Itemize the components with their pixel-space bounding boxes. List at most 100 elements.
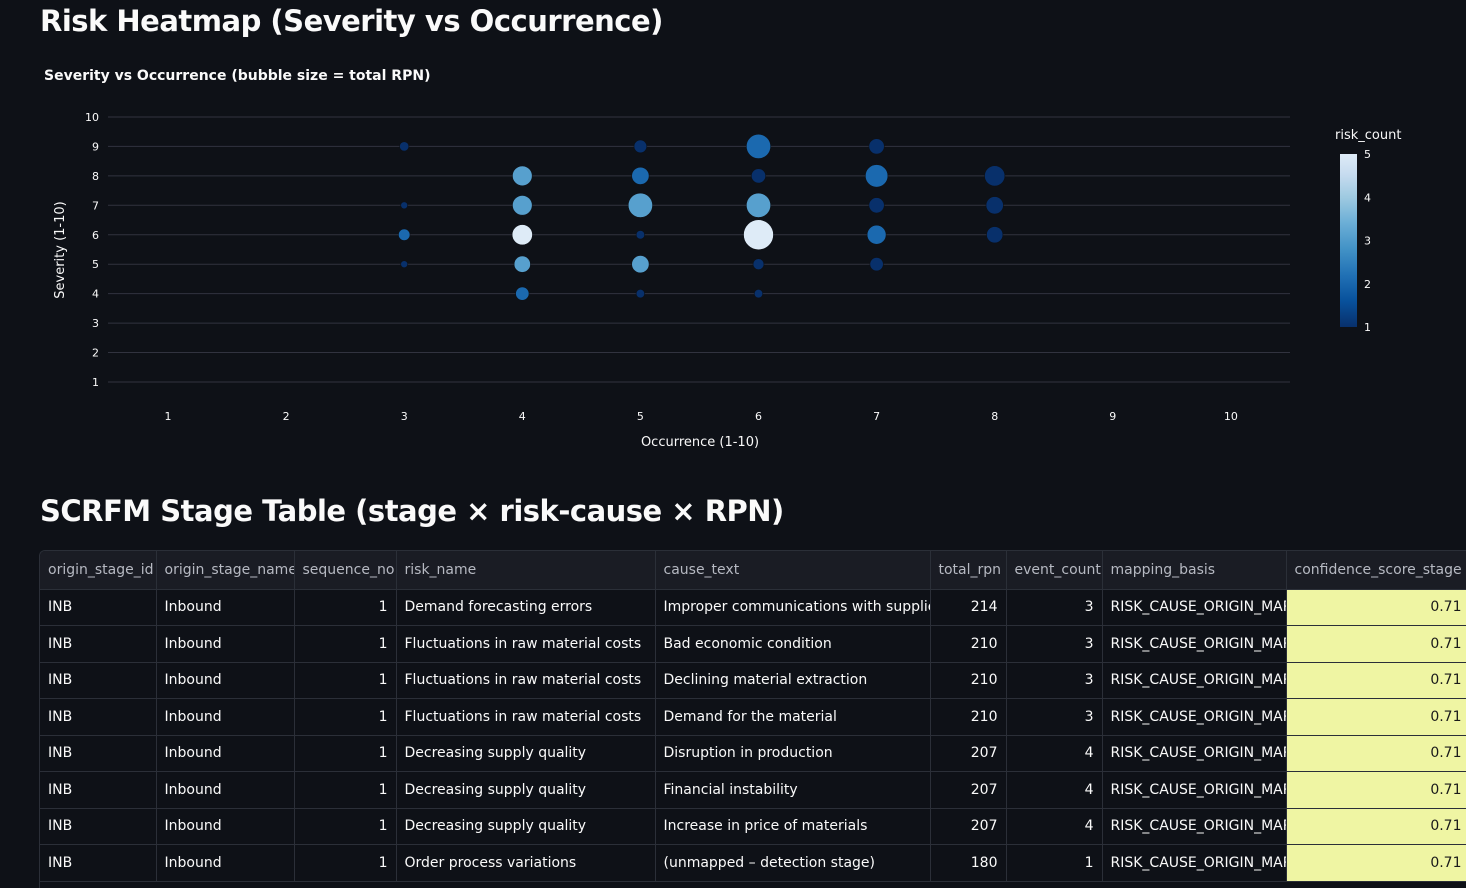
table-cell-mapping-basis[interactable]: RISK_CAUSE_ORIGIN_MAP [1101, 588, 1287, 626]
table-cell-total-rpn[interactable]: 210 [929, 698, 1007, 736]
table-cell-cause-text[interactable]: Financial instability [654, 771, 931, 809]
table-cell-origin-stage-name[interactable]: Inbound [155, 844, 295, 882]
table-row[interactable]: INB Inbound 1 Fluctuations in raw material … [40, 625, 1466, 663]
bubble-point[interactable] [512, 195, 533, 216]
table-cell-total-rpn[interactable]: 180 [929, 844, 1007, 882]
bubble-point[interactable] [400, 201, 409, 210]
table-cell-cause-text[interactable]: Increase in price of materials [654, 807, 931, 845]
table-cell-origin-stage-name[interactable]: Inbound [155, 588, 295, 626]
table-cell-confidence-score-stage[interactable]: 0.71 [1285, 771, 1466, 809]
table-cell-risk-name[interactable]: Decreasing supply quality [395, 807, 656, 845]
table-cell-origin-stage-name[interactable]: Inbound [155, 807, 295, 845]
table-cell-cause-text[interactable]: Disruption in production [654, 734, 931, 772]
table-cell-sequence-no[interactable]: 1 [293, 698, 397, 736]
table-cell-risk-name[interactable]: Decreasing supply quality [395, 734, 656, 772]
bubble-point[interactable] [627, 192, 653, 218]
table-cell-total-rpn[interactable]: 210 [929, 625, 1007, 663]
table-cell-event-count[interactable]: 3 [1005, 698, 1103, 736]
bubble-point[interactable] [515, 286, 530, 301]
bubble-point[interactable] [631, 166, 650, 185]
bubble-point[interactable] [750, 168, 766, 184]
table-cell-mapping-basis[interactable]: RISK_CAUSE_ORIGIN_MAP [1101, 625, 1287, 663]
bubble-point[interactable] [512, 165, 533, 187]
table-cell-risk-name[interactable]: Demand forecasting errors [395, 588, 656, 626]
bubble-point[interactable] [985, 196, 1004, 215]
table-cell-total-rpn[interactable]: 210 [929, 661, 1007, 699]
column-header-mapping-basis[interactable]: mapping_basis [1101, 551, 1287, 590]
bubble-point[interactable] [868, 197, 885, 214]
table-cell-event-count[interactable]: 3 [1005, 588, 1103, 626]
table-cell-confidence-score-stage[interactable]: 0.71 [1285, 698, 1466, 736]
bubble-point[interactable] [745, 192, 771, 218]
bubble-point[interactable] [631, 255, 650, 274]
table-cell-risk-name[interactable]: Fluctuations in raw material costs [395, 625, 656, 663]
table-cell-risk-name[interactable]: Fluctuations in raw material costs [395, 698, 656, 736]
table-cell-total-rpn[interactable]: 207 [929, 771, 1007, 809]
table-row[interactable]: INB Inbound 1 Order process variations (unma… [40, 844, 1466, 882]
table-cell-sequence-no[interactable]: 1 [293, 588, 397, 626]
table-cell-sequence-no[interactable]: 1 [293, 844, 397, 882]
table-cell-event-count[interactable]: 4 [1005, 807, 1103, 845]
bubble-point[interactable] [400, 260, 409, 268]
bubble-point[interactable] [753, 289, 764, 299]
stage-table-container[interactable]: origin_stage_id origin_stage_name sequence… [39, 550, 1466, 888]
table-cell-event-count[interactable]: 3 [1005, 661, 1103, 699]
table-row[interactable]: INB Inbound 1 Demand forecasting errors Impr… [40, 588, 1466, 626]
table-cell-event-count[interactable]: 4 [1005, 771, 1103, 809]
table-cell-sequence-no[interactable]: 1 [293, 807, 397, 845]
table-cell-risk-name[interactable]: Order process variations [395, 844, 656, 882]
bubble-point[interactable] [635, 289, 646, 299]
column-header-confidence-score-stage[interactable]: confidence_score_stage [1285, 551, 1466, 590]
table-cell-origin-stage-id[interactable]: INB [40, 588, 157, 626]
table-cell-confidence-score-stage[interactable]: 0.71 [1285, 625, 1466, 663]
table-cell-total-rpn[interactable]: 207 [929, 734, 1007, 772]
table-cell-confidence-score-stage[interactable]: 0.71 [1285, 734, 1466, 772]
table-cell-mapping-basis[interactable]: RISK_CAUSE_ORIGIN_MAP [1101, 807, 1287, 845]
table-cell-confidence-score-stage[interactable]: 0.71 [1285, 807, 1466, 845]
table-cell-mapping-basis[interactable]: RISK_CAUSE_ORIGIN_MAP [1101, 844, 1287, 882]
table-cell-origin-stage-name[interactable]: Inbound [155, 661, 295, 699]
table-cell-origin-stage-name[interactable]: Inbound [155, 625, 295, 663]
bubble-point[interactable] [868, 138, 885, 155]
table-cell-risk-name[interactable]: Fluctuations in raw material costs [395, 661, 656, 699]
table-row[interactable]: INB Inbound 1 Fluctuations in raw material … [40, 661, 1466, 699]
table-cell-confidence-score-stage[interactable]: 0.71 [1285, 661, 1466, 699]
table-cell-cause-text[interactable]: Declining material extraction [654, 661, 931, 699]
column-header-origin-stage-id[interactable]: origin_stage_id [40, 551, 157, 590]
table-cell-event-count[interactable]: 4 [1005, 734, 1103, 772]
table-cell-total-rpn[interactable]: 214 [929, 588, 1007, 626]
bubble-point[interactable] [986, 226, 1004, 244]
table-cell-cause-text[interactable]: Improper communications with suppliers [654, 588, 931, 626]
table-cell-mapping-basis[interactable]: RISK_CAUSE_ORIGIN_MAP [1101, 661, 1287, 699]
column-header-total-rpn[interactable]: total_rpn [929, 551, 1007, 590]
table-cell-event-count[interactable]: 3 [1005, 625, 1103, 663]
column-header-cause-text[interactable]: cause_text [654, 551, 931, 590]
column-header-origin-stage-name[interactable]: origin_stage_name [155, 551, 295, 590]
table-cell-origin-stage-name[interactable]: Inbound [155, 771, 295, 809]
table-cell-origin-stage-id[interactable]: INB [40, 698, 157, 736]
table-cell-mapping-basis[interactable]: RISK_CAUSE_ORIGIN_MAP [1101, 698, 1287, 736]
bubble-point[interactable] [399, 141, 410, 152]
table-cell-event-count[interactable]: 1 [1005, 844, 1103, 882]
table-cell-origin-stage-id[interactable]: INB [40, 844, 157, 882]
bubble-point[interactable] [745, 133, 771, 159]
bubble-point[interactable] [511, 224, 533, 246]
table-cell-sequence-no[interactable]: 1 [293, 771, 397, 809]
table-cell-sequence-no[interactable]: 1 [293, 734, 397, 772]
column-header-risk-name[interactable]: risk_name [395, 551, 656, 590]
table-cell-origin-stage-id[interactable]: INB [40, 807, 157, 845]
bubble-point[interactable] [752, 258, 765, 270]
bubble-point[interactable] [984, 165, 1006, 187]
table-cell-total-rpn[interactable]: 207 [929, 807, 1007, 845]
bubble-point[interactable] [869, 257, 884, 272]
table-row[interactable]: INB Inbound 1 Fluctuations in raw material … [40, 698, 1466, 736]
table-cell-confidence-score-stage[interactable]: 0.71 [1285, 844, 1466, 882]
table-cell-mapping-basis[interactable]: RISK_CAUSE_ORIGIN_MAP [1101, 771, 1287, 809]
bubble-point[interactable] [864, 164, 889, 188]
bubble-point[interactable] [513, 255, 531, 273]
table-cell-origin-stage-id[interactable]: INB [40, 734, 157, 772]
table-cell-cause-text[interactable]: Bad economic condition [654, 625, 931, 663]
table-cell-cause-text[interactable]: Demand for the material [654, 698, 931, 736]
bubble-point[interactable] [743, 219, 774, 251]
table-cell-cause-text[interactable]: (unmapped – detection stage) [654, 844, 931, 882]
